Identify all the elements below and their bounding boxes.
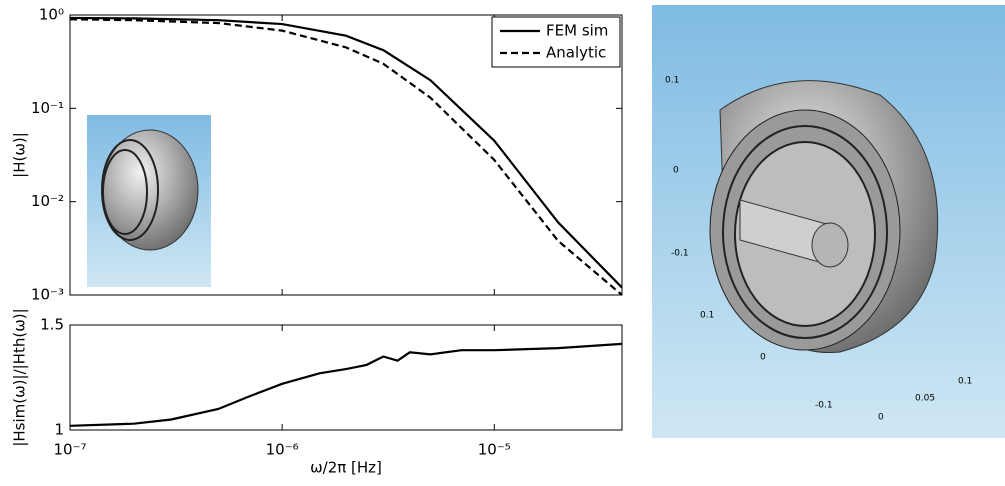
x-tick-label: 10⁻⁵ — [478, 441, 511, 459]
render-tick-label: -0.1 — [815, 401, 833, 411]
plot-area — [69, 324, 623, 431]
legend-label: Analytic — [546, 44, 606, 62]
inset-render — [87, 115, 211, 287]
render-tick-label: -0.1 — [671, 249, 689, 259]
y-tick-label: 10⁻³ — [31, 286, 64, 304]
data-line — [70, 18, 622, 295]
y-tick-label: 10⁻² — [31, 192, 64, 210]
render-ticks: 0.1 0 -0.1 0.1 0 -0.1 0.1 0.05 0 — [665, 76, 972, 423]
render-tick-label: 0 — [878, 413, 884, 423]
y-tick-label: 10⁰ — [39, 6, 64, 24]
render-panel — [652, 5, 1005, 438]
plot-area — [69, 14, 623, 296]
render-tick-label: 0 — [760, 353, 766, 363]
y-tick-label: 1.5 — [40, 316, 64, 334]
render-tick-label: 0.1 — [700, 311, 714, 321]
render-tick-label: 0 — [673, 166, 679, 176]
render-tick-label: 0.1 — [958, 377, 972, 387]
x-axis-label: ω/2π [Hz] — [310, 459, 382, 477]
y-axis-label: |H(ω)| — [11, 132, 29, 178]
x-tick-label: 10⁻⁶ — [266, 441, 299, 459]
x-tick-label: 10⁻⁷ — [53, 441, 86, 459]
y-axis-label: |Hsim(ω)|/|Hth(ω)| — [11, 308, 29, 446]
y-tick-label: 10⁻¹ — [31, 99, 64, 117]
render-tick-label: 0.05 — [915, 394, 935, 404]
legend-label: FEM sim — [546, 22, 608, 40]
render-tick-label: 0.1 — [665, 76, 679, 86]
legend — [491, 16, 621, 68]
data-line — [70, 16, 622, 289]
y-tick-label: 1 — [54, 421, 64, 439]
data-line — [70, 342, 622, 427]
